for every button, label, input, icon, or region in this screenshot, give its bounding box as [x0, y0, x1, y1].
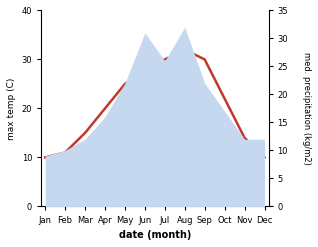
X-axis label: date (month): date (month) — [119, 230, 191, 240]
Y-axis label: max temp (C): max temp (C) — [7, 77, 16, 140]
Y-axis label: med. precipitation (kg/m2): med. precipitation (kg/m2) — [302, 52, 311, 165]
